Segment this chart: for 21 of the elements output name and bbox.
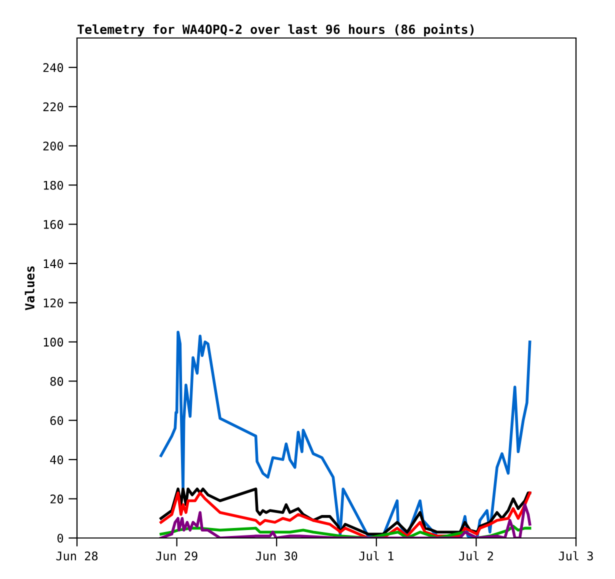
- x-tick-label: Jul 3: [558, 551, 593, 560]
- x-tick-label: Jun 29: [156, 551, 198, 560]
- y-tick-label: 120: [44, 298, 64, 308]
- y-axis-title: Values: [24, 266, 35, 310]
- y-tick-label: 0: [57, 534, 64, 543]
- y-tick-label: 100: [44, 338, 64, 347]
- y-tick-label: 220: [43, 102, 64, 112]
- x-tick-label: Jul 2: [459, 551, 493, 560]
- y-tick-label: 140: [44, 259, 64, 268]
- y-tick-label: 20: [50, 494, 64, 504]
- y-tick-label: 80: [50, 376, 64, 386]
- x-tick-label: Jun 28: [56, 551, 98, 560]
- y-tick-label: 60: [50, 416, 64, 426]
- x-tick-label: Jul 1: [359, 551, 394, 560]
- chart-title: Telemetry for WA4OPQ-2 over last 96 hours (86 points): [78, 24, 474, 36]
- x-tick-label: Jun 30: [256, 551, 298, 560]
- y-tick-label: 40: [50, 455, 64, 464]
- y-tick-label: 200: [43, 142, 64, 151]
- y-tick-label: 240: [43, 63, 64, 72]
- y-tick-label: 160: [44, 220, 64, 229]
- y-tick-label: 180: [44, 180, 64, 190]
